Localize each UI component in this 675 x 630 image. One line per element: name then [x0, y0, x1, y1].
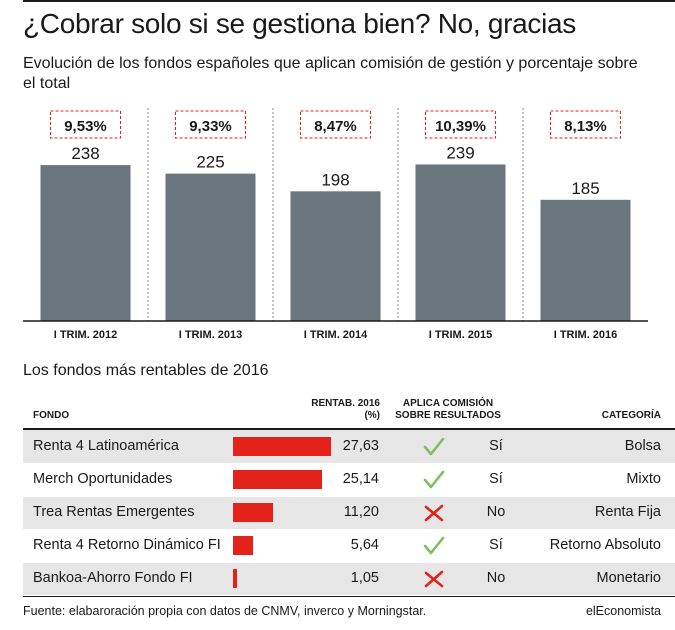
row-divider — [23, 562, 675, 563]
bar — [415, 164, 506, 321]
table-row: Merch Oportunidades 25,14 Sí Mixto — [23, 463, 675, 496]
bar-value-label: 185 — [571, 179, 599, 198]
percent-label: 9,53% — [64, 118, 107, 135]
fund-name: Merch Oportunidades — [33, 471, 173, 487]
category-label: I TRIM. 2016 — [554, 329, 618, 341]
categoria-value: Mixto — [626, 471, 661, 487]
bar-value-label: 239 — [446, 143, 474, 162]
header-rule — [23, 428, 675, 430]
row-divider — [23, 463, 675, 464]
percent-label: 10,39% — [435, 118, 486, 135]
percent-box — [425, 110, 496, 139]
percent-box — [550, 110, 621, 139]
rentab-bar — [233, 503, 273, 522]
comision-value: No — [486, 570, 506, 586]
bar — [290, 191, 381, 321]
check-icon — [421, 467, 447, 493]
header-comision-line2: SOBRE RESULTADOS — [395, 410, 501, 421]
fund-name: Renta 4 Latinoamérica — [33, 438, 179, 454]
categoria-value: Renta Fija — [594, 504, 661, 520]
source-note: Fuente: elabaroración propia con datos d… — [23, 604, 427, 618]
comision-value: Sí — [489, 537, 503, 553]
rentab-bar — [233, 569, 237, 588]
table-row: Renta 4 Latinoamérica 27,63 Sí Bolsa — [23, 430, 675, 463]
bar — [40, 165, 131, 321]
brand-label: elEconomista — [585, 604, 661, 618]
category-label: I TRIM. 2015 — [429, 329, 493, 341]
table-title: Los fondos más rentables de 2016 — [23, 362, 269, 379]
header-comision-line1: APLICA COMISIÓN — [402, 398, 494, 409]
bar-value-label: 198 — [321, 170, 349, 189]
row-divider — [23, 529, 675, 530]
bottom-rule — [23, 596, 675, 597]
categoria-value: Bolsa — [624, 438, 661, 454]
percent-box — [300, 110, 371, 139]
cross-icon — [421, 500, 447, 526]
table-row: Renta 4 Retorno Dinámico FI 5,64 Sí Retorno… — [23, 529, 675, 562]
fund-name: Bankoa-Ahorro Fondo FI — [33, 570, 193, 586]
header-comision: APLICA COMISIÓN SOBRE RESULTADOS — [391, 398, 505, 422]
cross-icon — [421, 566, 447, 592]
table-header: FONDO RENTAB. 2016 (%) APLICA COMISIÓN S… — [23, 394, 675, 428]
percent-label: 9,33% — [189, 118, 232, 135]
percent-label: 8,13% — [564, 118, 607, 135]
bar-value-label: 225 — [196, 153, 224, 172]
table-row: Bankoa-Ahorro Fondo FI 1,05 No Monetario — [23, 562, 675, 595]
bar — [540, 199, 631, 321]
rentab-value: 1,05 — [350, 570, 379, 586]
row-divider — [23, 496, 675, 497]
category-label: I TRIM. 2014 — [304, 329, 368, 341]
rentab-value: 5,64 — [350, 537, 379, 553]
category-label: I TRIM. 2013 — [179, 329, 243, 341]
percent-box — [50, 110, 121, 139]
chart-title: ¿Cobrar solo si se gestiona bien? No, gr… — [23, 8, 577, 39]
header-categoria: CATEGORÍA — [601, 410, 661, 421]
table-row: Trea Rentas Emergentes 11,20 No Renta Fija — [23, 496, 675, 529]
rentab-bar — [233, 470, 322, 489]
rentab-bar — [233, 437, 331, 456]
chart-subtitle: Evolución de los fondos españoles que ap… — [23, 55, 638, 92]
fund-name: Renta 4 Retorno Dinámico FI — [33, 537, 221, 553]
percent-box — [175, 110, 246, 139]
categoria-value: Monetario — [596, 570, 661, 586]
header-rentab: RENTAB. 2016 (%) — [303, 398, 380, 422]
comision-value: No — [486, 504, 506, 520]
comision-value: Sí — [489, 471, 503, 487]
category-label: I TRIM. 2012 — [54, 329, 118, 341]
check-icon — [421, 434, 447, 460]
fund-name: Trea Rentas Emergentes — [33, 504, 195, 520]
header-rentab-line1: RENTAB. 2016 — [311, 398, 380, 409]
rentab-value: 11,20 — [343, 504, 379, 520]
check-icon — [421, 533, 447, 559]
funds-bar-chart: 9,53% 238 I TRIM. 2012 9,33% 225 I TRIM. 2013… — [23, 108, 648, 341]
rentab-value: 27,63 — [342, 438, 379, 454]
bar — [165, 173, 256, 321]
header-rentab-line2: (%) — [364, 410, 380, 421]
categoria-value: Retorno Absoluto — [549, 537, 661, 553]
top-rule — [23, 0, 675, 2]
comision-value: Sí — [489, 438, 503, 454]
rentab-bar — [233, 536, 253, 555]
bar-value-label: 238 — [71, 144, 99, 163]
percent-label: 8,47% — [314, 118, 357, 135]
header-fondo: FONDO — [33, 410, 70, 421]
rentab-value: 25,14 — [342, 471, 379, 487]
